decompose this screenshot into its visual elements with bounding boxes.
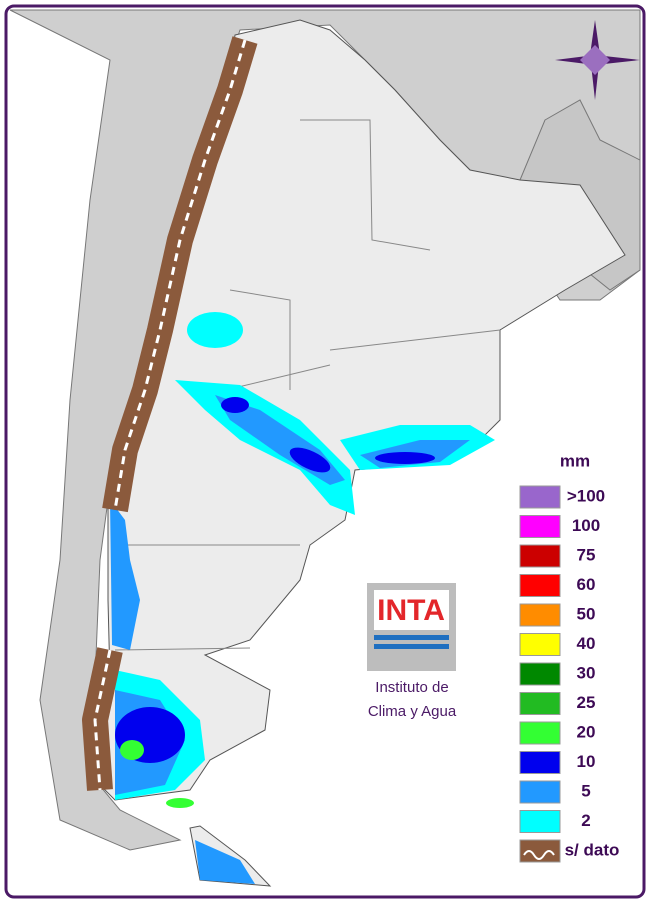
institute-line: Instituto de — [375, 679, 448, 696]
logo-text: INTA — [377, 594, 445, 627]
legend-label: 60 — [577, 575, 596, 594]
institute-line: Clima y Agua — [368, 703, 457, 720]
legend-label: 100 — [572, 516, 600, 535]
legend-swatch-pattern — [523, 850, 555, 860]
legend-label: 5 — [581, 781, 590, 800]
no-data-pattern — [93, 39, 247, 791]
legend: >100 100 75 60 50 40 30 25 20 10 5 2 s/ dato — [519, 485, 620, 863]
legend-swatch — [519, 485, 561, 509]
legend-swatch — [519, 810, 561, 833]
compass — [555, 20, 640, 100]
precipitation — [110, 312, 495, 884]
logo: INTA — [367, 583, 456, 671]
legend-swatch — [519, 839, 561, 863]
legend-swatch — [519, 515, 561, 538]
frame — [4, 4, 646, 899]
legend-unit: mm — [560, 451, 590, 470]
legend-label: 30 — [577, 663, 596, 682]
legend-swatch — [519, 692, 561, 715]
legend-label: 40 — [577, 634, 596, 653]
legend-label: 50 — [577, 604, 596, 623]
legend-label: s/ dato — [565, 840, 620, 859]
legend-swatch — [519, 544, 561, 568]
legend-swatch — [519, 603, 561, 627]
legend-swatch — [519, 751, 561, 774]
legend-label: 2 — [581, 811, 590, 830]
province-borders — [114, 119, 501, 651]
legend-label: 25 — [577, 693, 596, 712]
legend-swatch — [519, 780, 561, 804]
legend-swatch — [519, 633, 561, 656]
legend-label: 20 — [577, 722, 596, 741]
legend-label: >100 — [567, 486, 605, 505]
legend-swatch — [519, 662, 561, 686]
legend-swatch — [519, 574, 561, 597]
legend-label: 75 — [577, 545, 596, 564]
legend-label: 10 — [577, 752, 596, 771]
legend-swatch — [519, 721, 561, 745]
